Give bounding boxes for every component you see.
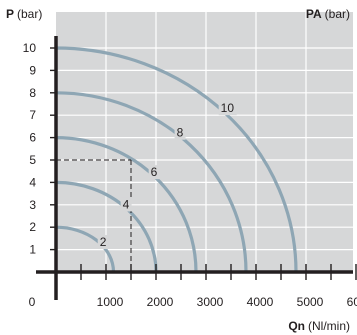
y-tick-label: 6: [29, 131, 36, 145]
y-tick-label: 3: [29, 198, 36, 212]
x-tick-label: 3000: [197, 295, 224, 309]
curve-label-6: 6: [151, 165, 158, 179]
x-axis-title: Qn (Nl/min): [288, 319, 350, 333]
curve-label-bg: [174, 125, 186, 140]
curve-8: [55, 91, 248, 273]
y-tick-label: 1: [29, 243, 36, 257]
series-axis-title: PA (bar): [306, 7, 350, 21]
y-tick-label: 5: [29, 153, 36, 167]
x-tick-label: 4000: [247, 295, 274, 309]
x-tick-label: 2000: [147, 295, 174, 309]
curve-label-bg: [148, 165, 160, 180]
curve-label-8: 8: [177, 126, 184, 140]
curve-labels: 2 4 6 8 10: [97, 101, 237, 250]
tick-labels: 1 2 3 4 5 6 7 8 9 10 0 1000 2000 3000 4000 5000 6000: [23, 41, 357, 309]
y-axis-title: P (bar): [6, 7, 42, 21]
y-tick-label: 10: [23, 41, 37, 55]
x-tick-label: 6000: [347, 295, 357, 309]
y-tick-label: 9: [29, 63, 36, 77]
x-tick-label: 0: [29, 295, 36, 309]
curve-label-bg: [218, 101, 237, 116]
curve-label-10: 10: [221, 101, 235, 115]
grid-lines: [56, 12, 357, 272]
curve-label-4: 4: [123, 197, 130, 211]
curve-label-2: 2: [100, 235, 107, 249]
y-tick-label: 8: [29, 86, 36, 100]
axes: [36, 36, 357, 300]
y-tick-label: 7: [29, 108, 36, 122]
curve-label-bg: [120, 197, 132, 212]
y-tick-label: 2: [29, 220, 36, 234]
curve-label-bg: [97, 235, 109, 250]
x-tick-label: 1000: [97, 295, 124, 309]
y-tick-label: 4: [29, 175, 36, 189]
reference-lines: [56, 159, 132, 272]
x-tick-label: 5000: [297, 295, 324, 309]
curve-2: [55, 225, 116, 273]
